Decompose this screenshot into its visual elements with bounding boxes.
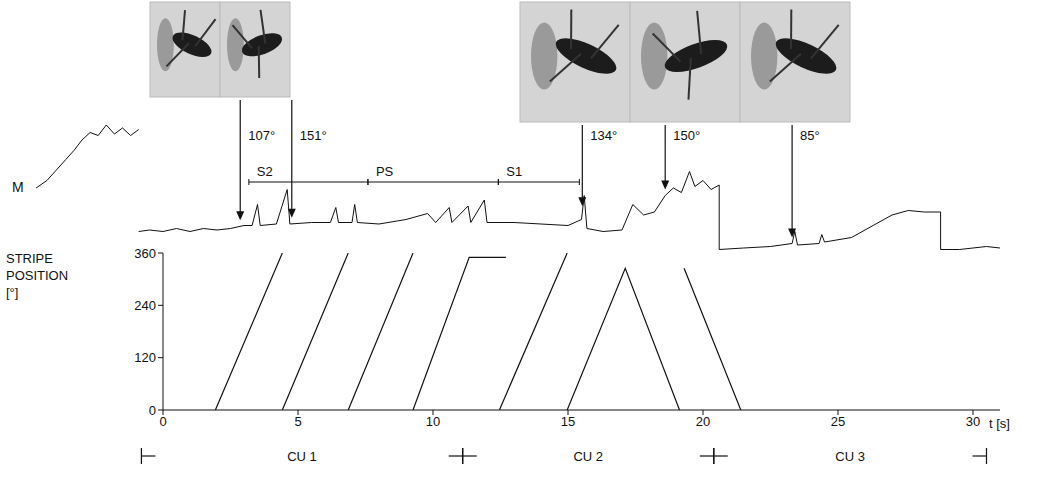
svg-text:20: 20 bbox=[696, 414, 710, 429]
svg-text:150°: 150° bbox=[673, 128, 700, 143]
svg-text:CU 2: CU 2 bbox=[573, 449, 603, 464]
svg-text:134°: 134° bbox=[590, 128, 617, 143]
svg-text:360: 360 bbox=[134, 246, 156, 261]
svg-text:30: 30 bbox=[966, 414, 980, 429]
svg-text:15: 15 bbox=[561, 414, 575, 429]
svg-text:5: 5 bbox=[294, 414, 301, 429]
svg-text:10: 10 bbox=[426, 414, 440, 429]
svg-text:0: 0 bbox=[149, 403, 156, 418]
svg-text:M: M bbox=[12, 179, 24, 195]
svg-text:107°: 107° bbox=[248, 128, 275, 143]
svg-text:0: 0 bbox=[159, 414, 166, 429]
svg-text:25: 25 bbox=[831, 414, 845, 429]
html-text:POSITION: POSITION bbox=[6, 268, 69, 283]
svg-text:CU 1: CU 1 bbox=[287, 449, 317, 464]
svg-text:120: 120 bbox=[134, 350, 156, 365]
svg-text:CU 3: CU 3 bbox=[835, 449, 865, 464]
svg-text:S1: S1 bbox=[506, 164, 522, 179]
svg-text:85°: 85° bbox=[800, 128, 820, 143]
svg-text:240: 240 bbox=[134, 298, 156, 313]
html-text:t [s]: t [s] bbox=[989, 416, 1010, 431]
svg-text:PS: PS bbox=[376, 164, 394, 179]
svg-text:151°: 151° bbox=[300, 128, 327, 143]
svg-text:S2: S2 bbox=[257, 164, 273, 179]
html-text:STRIPE: STRIPE bbox=[6, 251, 53, 266]
